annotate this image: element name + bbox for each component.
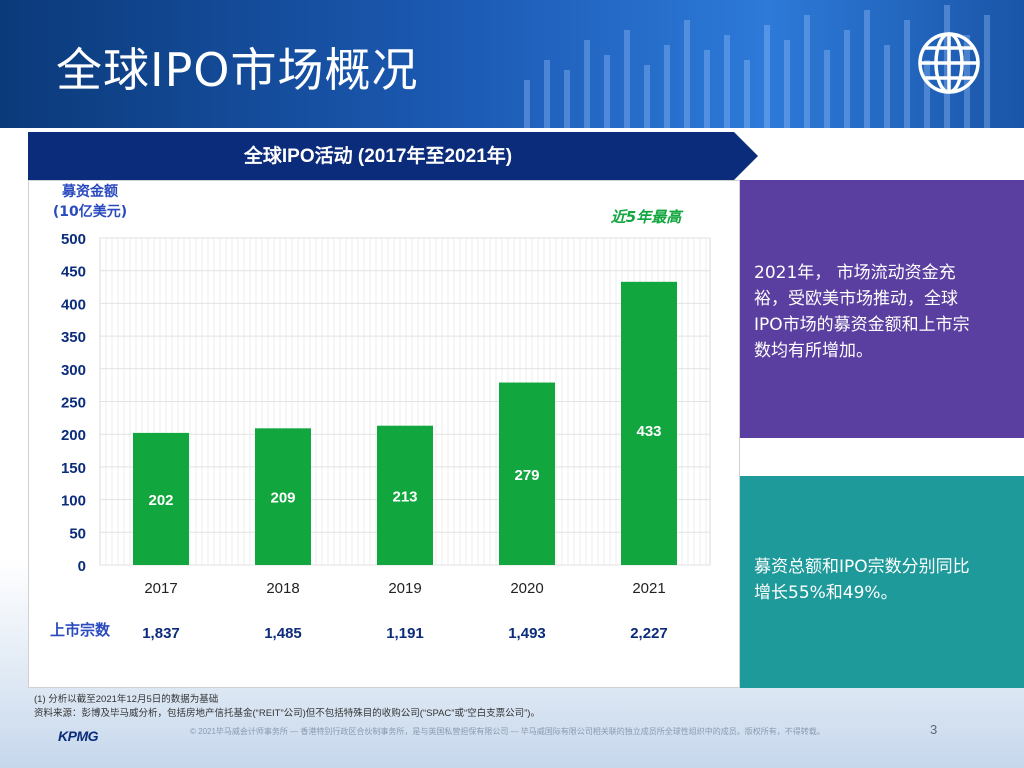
purple-line: 裕，受欧美市场推动，全球 — [754, 289, 958, 309]
page-number: 3 — [930, 722, 938, 737]
bar-value-label: 279 — [514, 467, 539, 484]
background-skyline — [524, 5, 990, 128]
ipo-bar-chart: 0 50 100 150 200 250 300 350 400 450 500 募资金额 (10亿美元… — [50, 183, 711, 642]
y-tick-label: 150 — [61, 460, 86, 477]
teal-panel-text: 募资总额和IPO宗数分别同比 增长55%和49%。 — [754, 554, 970, 606]
x-tick-label: 2017 — [144, 580, 177, 597]
y-axis-label: 募资金额 — [61, 183, 118, 200]
purple-line: 数均有所增加。 — [754, 341, 873, 361]
footnote-1: (1) 分析以截至2021年12月5日的数据为基础 — [34, 694, 219, 705]
bar — [255, 428, 311, 565]
page-title: 全球IPO市场概况 — [56, 43, 419, 97]
bar — [377, 425, 433, 565]
teal-info-panel: 募资总额和IPO宗数分别同比 增长55%和49%。 — [740, 476, 1024, 688]
footnote-source: 资料来源：彭博及毕马威分析，包括房地产信托基金(“REIT”公司)但不包括特殊目… — [34, 708, 540, 719]
teal-line: 募资总额和IPO宗数分别同比 — [754, 557, 970, 577]
bar-value-label: 202 — [148, 492, 173, 509]
header-banner — [0, 0, 1024, 128]
listings-value: 1,493 — [508, 625, 546, 642]
globe-icon — [918, 32, 980, 94]
copyright-text: © 2021毕马威会计师事务所 — 香港特别行政区合伙制事务所，是与英国私营担保… — [190, 727, 825, 736]
purple-info-panel: 2021年， 市场流动资金充 裕，受欧美市场推动，全球 IPO市场的募资金额和上… — [740, 180, 1024, 438]
y-tick-label: 400 — [61, 296, 86, 313]
y-tick-label: 250 — [61, 395, 86, 412]
bar — [499, 382, 555, 565]
teal-line: 增长55%和49%。 — [754, 583, 898, 603]
listings-label: 上市宗数 — [50, 621, 111, 639]
chart-title: 全球IPO活动 (2017年至2021年) — [243, 146, 513, 167]
bar-value-label: 213 — [392, 488, 417, 505]
x-tick-label: 2021 — [632, 580, 665, 597]
y-tick-label: 0 — [78, 558, 86, 575]
purple-line: 2021年， 市场流动资金充 — [754, 263, 956, 283]
x-tick-label: 2020 — [510, 580, 543, 597]
bar-value-label: 209 — [270, 490, 295, 507]
bar — [133, 432, 189, 565]
x-tick-label: 2019 — [388, 580, 421, 597]
listings-value: 1,485 — [264, 625, 302, 642]
chart-title-banner — [28, 132, 758, 180]
y-tick-label: 500 — [61, 231, 86, 248]
y-tick-label: 300 — [61, 362, 86, 379]
y-tick-label: 200 — [61, 427, 86, 444]
purple-line: IPO市场的募资金额和上市宗 — [754, 315, 970, 335]
y-tick-label: 100 — [61, 493, 86, 510]
y-tick-label: 50 — [69, 525, 86, 542]
listings-value: 1,191 — [386, 625, 424, 642]
bar — [621, 281, 677, 565]
listings-value: 2,227 — [630, 625, 668, 642]
y-tick-label: 450 — [61, 264, 86, 281]
y-tick-label: 350 — [61, 329, 86, 346]
purple-panel-text: 2021年， 市场流动资金充 裕，受欧美市场推动，全球 IPO市场的募资金额和上… — [754, 260, 970, 364]
bar-value-label: 433 — [636, 423, 661, 440]
y-axis-label-unit: (10亿美元) — [53, 203, 127, 220]
listings-value: 1,837 — [142, 625, 180, 642]
highlight-note: 近5年最高 — [611, 208, 684, 226]
x-tick-label: 2018 — [266, 580, 299, 597]
kpmg-logo: KPMG — [58, 728, 99, 744]
